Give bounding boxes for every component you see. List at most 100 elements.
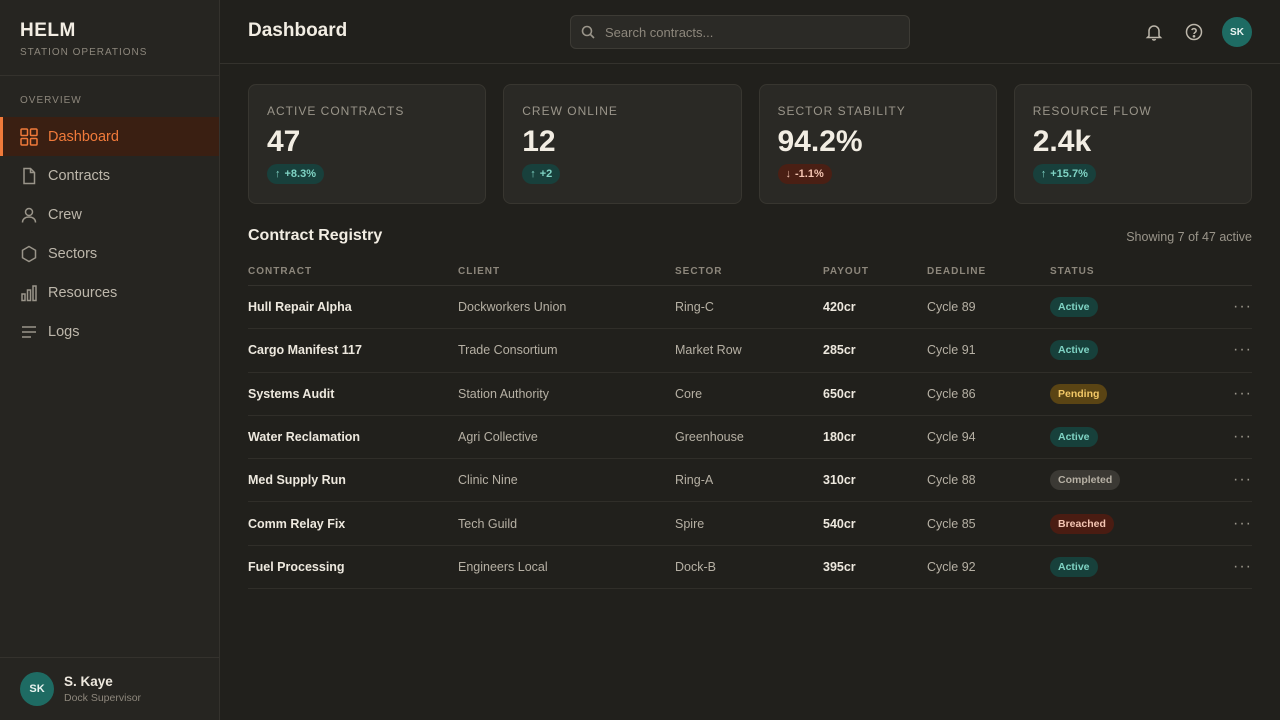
stat-card-sector-stability: SECTOR STABILITY 94.2% ↓ -1.1% bbox=[758, 84, 997, 204]
lines-icon bbox=[20, 323, 38, 341]
sector-name: Spire bbox=[675, 516, 705, 531]
header-avatar[interactable]: SK bbox=[1222, 17, 1252, 47]
status-cell: Active bbox=[1050, 297, 1222, 318]
column-header[interactable]: CONTRACT bbox=[248, 266, 313, 277]
client-name: Dockworkers Union bbox=[458, 300, 567, 315]
stat-value: 12 bbox=[522, 125, 556, 158]
sidebar-item-sectors[interactable]: Sectors bbox=[0, 234, 219, 273]
payout-value: 420cr bbox=[823, 300, 856, 315]
table-row[interactable]: Comm Relay Fix Tech Guild Spire 540cr Cycle … bbox=[248, 502, 1252, 546]
column-header[interactable]: SECTOR bbox=[675, 266, 723, 277]
sidebar-item-resources[interactable]: Resources bbox=[0, 273, 219, 312]
contract-name[interactable]: Water Reclamation bbox=[248, 430, 361, 445]
client-name: Trade Consortium bbox=[458, 343, 558, 358]
column-header[interactable]: STATUS bbox=[1050, 266, 1095, 277]
status-badge: Active bbox=[1050, 340, 1098, 361]
user-icon bbox=[20, 206, 38, 224]
sidebar-item-label: Logs bbox=[48, 323, 80, 340]
client-name: Tech Guild bbox=[458, 516, 518, 531]
contract-name[interactable]: Hull Repair Alpha bbox=[248, 300, 352, 315]
table-row[interactable]: Hull Repair Alpha Dockworkers Union Ring-C… bbox=[248, 286, 1252, 330]
nav-section-label: OVERVIEW bbox=[20, 95, 82, 106]
deadline-value: Cycle 88 bbox=[927, 473, 976, 488]
payout-value: 310cr bbox=[823, 473, 856, 488]
status-cell: Pending bbox=[1050, 383, 1222, 404]
avatar: SK bbox=[20, 672, 54, 706]
search-input[interactable] bbox=[605, 24, 895, 40]
contract-name[interactable]: Med Supply Run bbox=[248, 473, 346, 488]
table-row[interactable]: Water Reclamation Agri Collective Greenhou… bbox=[248, 416, 1252, 460]
contract-name[interactable]: Cargo Manifest 117 bbox=[248, 343, 362, 358]
table-row[interactable]: Cargo Manifest 117 Trade Consortium Market… bbox=[248, 329, 1252, 373]
stat-value: 94.2% bbox=[777, 125, 863, 158]
contract-name[interactable]: Fuel Processing bbox=[248, 559, 345, 574]
stats-row: ACTIVE CONTRACTS 47 ↑ +8.3% CREW ONLINE … bbox=[248, 84, 1252, 204]
more-options-icon[interactable]: ··· bbox=[1233, 428, 1252, 446]
search-icon bbox=[581, 25, 595, 39]
table-row[interactable]: Systems Audit Station Authority Core 650cr C… bbox=[248, 373, 1252, 416]
sector-name: Ring-A bbox=[675, 473, 714, 488]
client-name: Clinic Nine bbox=[458, 473, 518, 488]
grid-icon bbox=[20, 127, 38, 146]
payout-value: 285cr bbox=[823, 343, 856, 358]
user-role: Dock Supervisor bbox=[64, 692, 142, 704]
table-header: CONTRACT CLIENT SECTOR PAYOUT DEADLINE S… bbox=[248, 258, 1252, 286]
stat-delta: ↓ -1.1% bbox=[777, 164, 832, 184]
client-name: Agri Collective bbox=[458, 430, 538, 445]
arrow-down-icon: ↓ bbox=[785, 168, 792, 180]
delta-value: +15.7% bbox=[1050, 168, 1088, 180]
top-header: Dashboard SK bbox=[220, 0, 1280, 64]
stat-value: 2.4k bbox=[1032, 125, 1092, 158]
sidebar-item-crew[interactable]: Crew bbox=[0, 195, 219, 234]
status-cell: Active bbox=[1050, 556, 1222, 577]
more-options-icon[interactable]: ··· bbox=[1233, 341, 1252, 359]
status-badge: Active bbox=[1050, 427, 1098, 448]
user-profile[interactable]: SK S. Kaye Dock Supervisor bbox=[0, 657, 219, 720]
sector-name: Dock-B bbox=[675, 559, 716, 574]
stat-delta: ↑ +8.3% bbox=[267, 164, 324, 184]
section-title: Contract Registry bbox=[248, 227, 383, 244]
more-options-icon[interactable]: ··· bbox=[1233, 557, 1252, 575]
status-badge: Breached bbox=[1050, 513, 1114, 534]
column-header[interactable]: PAYOUT bbox=[823, 266, 870, 277]
more-options-icon[interactable]: ··· bbox=[1233, 514, 1252, 532]
delta-value: +8.3% bbox=[284, 168, 317, 180]
sector-name: Core bbox=[675, 386, 703, 401]
sector-name: Greenhouse bbox=[675, 430, 744, 445]
contract-name[interactable]: Comm Relay Fix bbox=[248, 516, 346, 531]
help-icon[interactable] bbox=[1184, 22, 1204, 42]
client-name: Station Authority bbox=[458, 386, 550, 401]
deadline-value: Cycle 86 bbox=[927, 386, 976, 401]
registry-count: Showing 7 of 47 active bbox=[1126, 230, 1252, 244]
sidebar-item-dashboard[interactable]: Dashboard bbox=[0, 117, 219, 156]
delta-value: +2 bbox=[539, 168, 553, 180]
more-options-icon[interactable]: ··· bbox=[1233, 384, 1252, 402]
search-box[interactable] bbox=[570, 15, 910, 49]
stat-value: 47 bbox=[267, 125, 301, 158]
deadline-value: Cycle 92 bbox=[927, 559, 976, 574]
status-badge: Active bbox=[1050, 297, 1098, 318]
arrow-up-icon: ↑ bbox=[1040, 168, 1047, 180]
payout-value: 650cr bbox=[823, 386, 856, 401]
table-row[interactable]: Fuel Processing Engineers Local Dock-B 395c… bbox=[248, 546, 1252, 590]
stat-delta: ↑ +15.7% bbox=[1032, 164, 1096, 184]
sector-name: Market Row bbox=[675, 343, 742, 358]
payout-value: 540cr bbox=[823, 516, 856, 531]
more-options-icon[interactable]: ··· bbox=[1233, 298, 1252, 316]
sidebar-item-logs[interactable]: Logs bbox=[0, 312, 219, 351]
more-options-icon[interactable]: ··· bbox=[1233, 471, 1252, 489]
deadline-value: Cycle 89 bbox=[927, 300, 976, 315]
stat-card-crew-online: CREW ONLINE 12 ↑ +2 bbox=[503, 84, 742, 204]
brand-subtitle: STATION OPERATIONS bbox=[20, 47, 148, 58]
bar-chart-icon bbox=[20, 284, 38, 302]
stat-delta: ↑ +2 bbox=[522, 164, 561, 184]
stat-label: CREW ONLINE bbox=[522, 104, 618, 118]
column-header[interactable]: CLIENT bbox=[458, 266, 501, 277]
column-header[interactable]: DEADLINE bbox=[927, 266, 987, 277]
sidebar-item-label: Crew bbox=[48, 206, 82, 223]
sidebar-item-label: Resources bbox=[48, 284, 118, 301]
sidebar-item-contracts[interactable]: Contracts bbox=[0, 156, 219, 195]
bell-icon[interactable] bbox=[1144, 22, 1164, 42]
table-row[interactable]: Med Supply Run Clinic Nine Ring-A 310cr Cycl… bbox=[248, 459, 1252, 503]
contract-name[interactable]: Systems Audit bbox=[248, 386, 335, 401]
